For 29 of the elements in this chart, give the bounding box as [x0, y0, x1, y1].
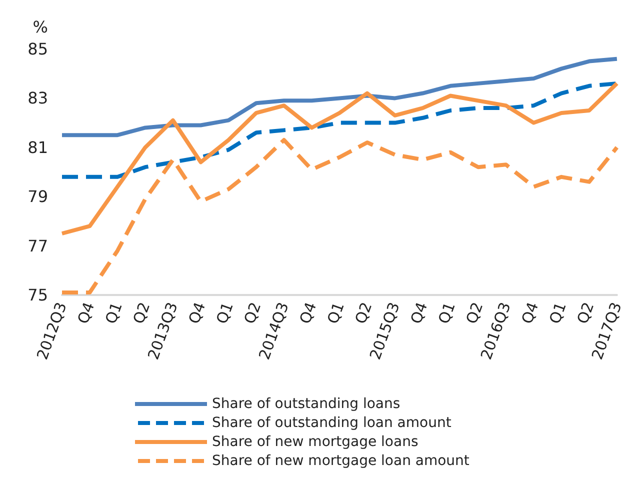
y-tick-label: 85	[28, 40, 48, 58]
x-tick-label: Q4	[184, 300, 210, 326]
y-tick-label: 75	[28, 286, 48, 304]
x-tick-label: Q1	[324, 300, 348, 326]
line-series	[60, 81, 619, 236]
legend-label: Share of outstanding loan amount	[212, 415, 452, 431]
line-series	[60, 56, 619, 138]
x-tick-label: Q2	[240, 300, 265, 326]
y-tick-label: 79	[28, 187, 48, 206]
x-tick-label: Q1	[212, 300, 237, 326]
x-tick-label: Q4	[406, 300, 432, 326]
y-tick-label: 77	[28, 236, 48, 256]
x-tick-label: Q2	[573, 300, 598, 326]
line-series	[60, 138, 619, 295]
x-tick-label: Q1	[434, 300, 459, 326]
x-tick-label: Q2	[129, 300, 154, 326]
legend-label: Share of new mortgage loans	[212, 434, 418, 450]
x-tick-label: Q4	[296, 300, 320, 326]
legend-label: Share of outstanding loans	[212, 396, 400, 412]
legend-label: Share of new mortgage loan amount	[212, 453, 470, 469]
x-tick-label: Q1	[102, 300, 126, 326]
x-tick-label: Q1	[546, 300, 570, 326]
x-tick-label: Q4	[74, 300, 98, 326]
y-tick-label: 81	[28, 138, 48, 157]
x-tick-label: Q2	[462, 300, 487, 326]
x-tick-label: Q4	[518, 300, 542, 326]
y-axis-title: %	[32, 18, 48, 36]
x-tick-label: Q2	[351, 300, 376, 326]
y-tick-label: 83	[28, 88, 48, 108]
